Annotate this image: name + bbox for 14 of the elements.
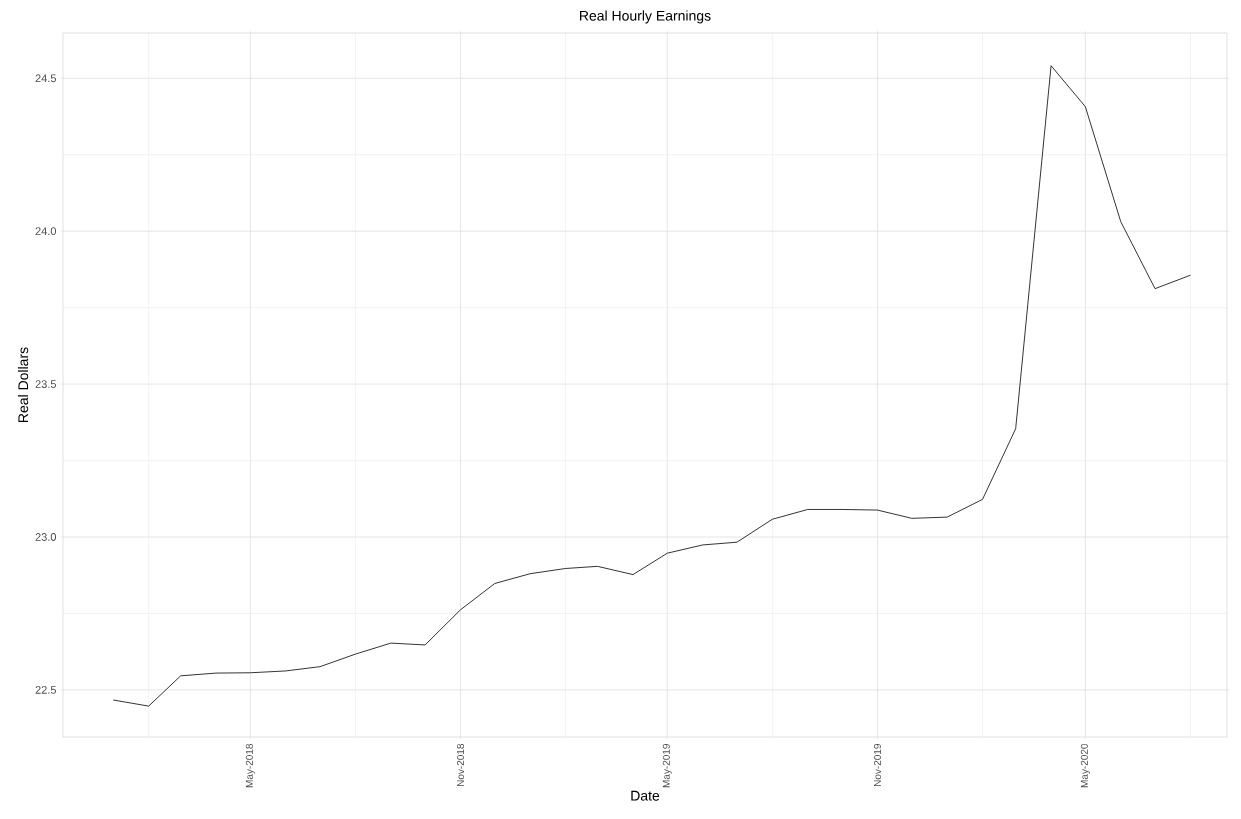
x-axis-title: Date bbox=[631, 790, 660, 801]
x-tick-label: Nov-2019 bbox=[873, 744, 881, 787]
x-tick-label: May-2018 bbox=[245, 743, 255, 788]
y-tick-label: 24.5 bbox=[35, 74, 56, 83]
y-tick-label: 24.0 bbox=[35, 227, 57, 236]
y-tick-label: 23.5 bbox=[35, 380, 56, 388]
x-tick-label: Nov-2018 bbox=[456, 743, 465, 787]
y-tick-label: 23.0 bbox=[35, 533, 57, 541]
x-tick-label: May-2020 bbox=[1080, 743, 1090, 788]
x-tick-label: May-2019 bbox=[662, 744, 672, 788]
y-tick-label: 22.5 bbox=[35, 686, 56, 694]
chart-title: Real Hourly Earnings bbox=[580, 10, 711, 24]
line-series bbox=[112, 65, 1191, 707]
y-axis-title: Real Dollars bbox=[17, 347, 29, 422]
